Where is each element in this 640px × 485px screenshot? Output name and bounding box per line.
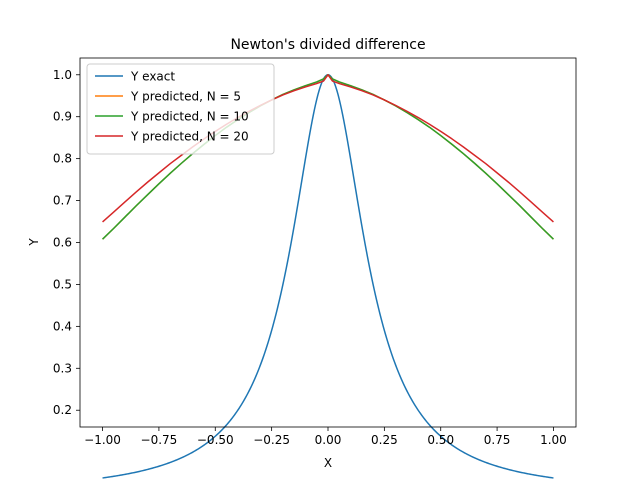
x-tick-label: −1.00 — [84, 433, 121, 447]
legend-label: Y exact — [130, 70, 175, 84]
legend-label: Y predicted, N = 10 — [130, 110, 249, 124]
x-tick-label: −0.75 — [141, 433, 178, 447]
y-tick-label: 0.6 — [53, 236, 72, 250]
x-tick-label: 0.00 — [315, 433, 342, 447]
x-axis-label: X — [324, 456, 332, 470]
y-tick-label: 1.0 — [53, 68, 72, 82]
x-tick-label: 0.75 — [484, 433, 511, 447]
y-tick-label: 0.5 — [53, 277, 72, 291]
y-tick-label: 0.8 — [53, 152, 72, 166]
y-tick-label: 0.9 — [53, 110, 72, 124]
legend-label: Y predicted, N = 5 — [130, 90, 241, 104]
series-lines — [102, 74, 554, 479]
x-tick-label: 0.50 — [427, 433, 454, 447]
y-axis-label: Y — [27, 238, 41, 247]
legend: Y exact Y predicted, N = 5 Y predicted, N … — [86, 63, 275, 155]
legend-box — [86, 63, 275, 155]
y-tick-label: 0.2 — [53, 403, 72, 417]
x-tick-label: −0.25 — [253, 433, 290, 447]
y-tick-label: 0.7 — [53, 194, 72, 208]
x-tick-label: −0.50 — [197, 433, 234, 447]
chart-title: Newton's divided difference — [230, 37, 425, 53]
x-tick-label: 0.25 — [371, 433, 398, 447]
legend-label: Y predicted, N = 20 — [130, 130, 249, 144]
x-tick-label: 1.00 — [540, 433, 567, 447]
axes: −1.00 −0.75 −0.50 −0.25 0.00 0.25 0.50 0.75 1.00… — [53, 57, 577, 447]
y-tick-label: 0.3 — [53, 361, 72, 375]
series-line-4 — [102, 74, 554, 223]
y-tick-label: 0.4 — [53, 319, 72, 333]
